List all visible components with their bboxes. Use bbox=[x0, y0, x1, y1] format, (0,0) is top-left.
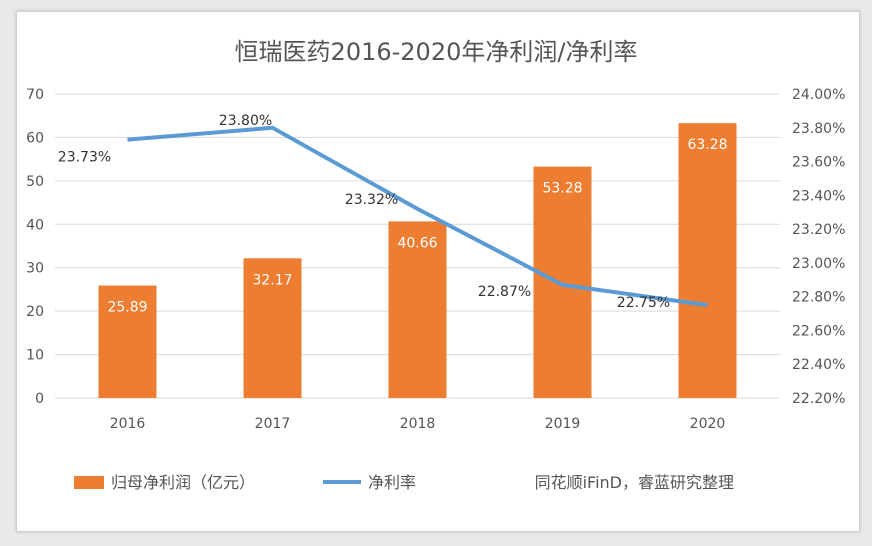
legend-label-bar: 归母净利润（亿元） bbox=[111, 473, 255, 492]
line-label: 22.87% bbox=[478, 284, 531, 300]
bar bbox=[98, 285, 157, 398]
left-tick-label: 50 bbox=[26, 174, 44, 190]
bar-label: 53.28 bbox=[542, 181, 582, 197]
left-tick-label: 60 bbox=[26, 130, 44, 146]
right-tick-label: 23.60% bbox=[792, 155, 845, 171]
source-note: 同花顺iFinD，睿蓝研究整理 bbox=[535, 473, 734, 492]
bar bbox=[533, 166, 592, 398]
right-tick-label: 23.80% bbox=[792, 121, 845, 137]
line-label: 23.73% bbox=[58, 150, 111, 166]
right-tick-label: 23.00% bbox=[792, 256, 845, 272]
x-tick-label: 2017 bbox=[255, 416, 291, 432]
x-tick-label: 2016 bbox=[110, 416, 146, 432]
right-tick-label: 23.40% bbox=[792, 188, 845, 204]
bar-label: 40.66 bbox=[397, 235, 437, 251]
right-tick-label: 22.80% bbox=[792, 290, 845, 306]
bar-label: 25.89 bbox=[107, 300, 147, 316]
bar bbox=[388, 221, 447, 398]
left-tick-label: 40 bbox=[26, 217, 44, 233]
line-label: 23.80% bbox=[219, 113, 272, 129]
x-tick-label: 2019 bbox=[545, 416, 581, 432]
right-tick-label: 22.20% bbox=[792, 391, 845, 407]
left-tick-label: 0 bbox=[35, 391, 44, 407]
legend-swatch-bar bbox=[74, 476, 104, 489]
right-tick-label: 22.60% bbox=[792, 323, 845, 339]
right-tick-label: 23.20% bbox=[792, 222, 845, 238]
left-tick-label: 70 bbox=[26, 87, 44, 103]
bar-label: 63.28 bbox=[687, 137, 727, 153]
legend-label-line: 净利率 bbox=[368, 473, 416, 492]
bar-label: 32.17 bbox=[252, 272, 292, 288]
line-series bbox=[127, 125, 708, 308]
x-tick-label: 2020 bbox=[690, 416, 726, 432]
bar bbox=[678, 123, 737, 399]
right-tick-label: 22.40% bbox=[792, 357, 845, 373]
bar bbox=[243, 258, 302, 398]
left-tick-label: 20 bbox=[26, 304, 44, 320]
line-label: 23.32% bbox=[345, 192, 398, 208]
chart-title: 恒瑞医药2016-2020年净利润/净利率 bbox=[235, 38, 638, 66]
right-tick-label: 24.00% bbox=[792, 87, 845, 103]
left-tick-label: 10 bbox=[26, 348, 44, 364]
x-tick-label: 2018 bbox=[400, 416, 436, 432]
left-tick-label: 30 bbox=[26, 261, 44, 277]
line-label: 22.75% bbox=[617, 295, 670, 311]
